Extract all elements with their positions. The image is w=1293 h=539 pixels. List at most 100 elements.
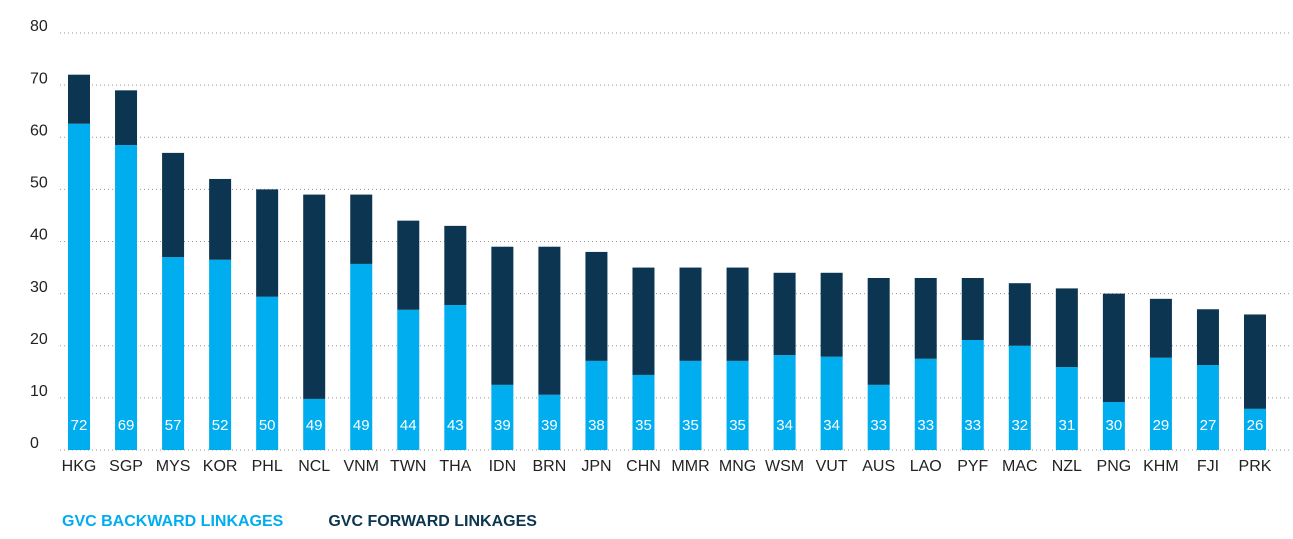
bar-segment bbox=[115, 90, 138, 146]
total-label: 35 bbox=[635, 417, 652, 434]
total-label: 38 bbox=[588, 417, 605, 434]
total-label: 30 bbox=[1106, 417, 1123, 434]
bar-segment bbox=[1102, 293, 1125, 403]
bar-segment bbox=[820, 272, 843, 357]
x-tick-label: KHM bbox=[1143, 458, 1179, 475]
bar-segment bbox=[679, 360, 702, 450]
bar-segment bbox=[867, 277, 890, 385]
bar-segment bbox=[914, 358, 937, 450]
y-tick-label: 30 bbox=[30, 279, 48, 296]
x-tick-label: BRN bbox=[533, 458, 567, 475]
x-tick-label: MNG bbox=[719, 458, 756, 475]
bar-segment bbox=[68, 74, 90, 124]
bar-segment bbox=[1244, 314, 1266, 409]
total-label: 50 bbox=[259, 417, 276, 434]
x-tick-label: CHN bbox=[626, 458, 661, 475]
bar-segment bbox=[115, 145, 138, 450]
x-tick-label: MAC bbox=[1002, 458, 1038, 475]
bar-segment bbox=[1196, 365, 1219, 450]
bar-segment bbox=[397, 220, 420, 310]
bar-segment bbox=[773, 355, 796, 450]
bar-segment bbox=[1055, 367, 1078, 450]
bar-segment bbox=[773, 272, 796, 356]
bar-segment bbox=[914, 277, 937, 359]
bar-segment bbox=[1008, 345, 1031, 450]
x-tick-label: THA bbox=[439, 458, 471, 475]
bar-segment bbox=[256, 296, 279, 450]
bar-segment bbox=[1008, 283, 1031, 346]
x-tick-label: HKG bbox=[62, 458, 97, 475]
total-label: 35 bbox=[729, 417, 746, 434]
x-tick-label: PRK bbox=[1239, 458, 1272, 475]
total-label: 33 bbox=[917, 417, 934, 434]
bar-segment bbox=[491, 246, 514, 385]
total-label: 34 bbox=[823, 417, 840, 434]
x-tick-label: VUT bbox=[816, 458, 848, 475]
x-tick-label: PHL bbox=[252, 458, 283, 475]
total-label: 44 bbox=[400, 417, 417, 434]
x-tick-label: AUS bbox=[862, 458, 895, 475]
bar-segment bbox=[1149, 298, 1172, 358]
bar-segment bbox=[1149, 357, 1172, 450]
y-tick-label: 0 bbox=[30, 435, 39, 452]
x-tick-label: MYS bbox=[156, 458, 191, 475]
x-tick-label: SGP bbox=[109, 458, 143, 475]
bar-segment bbox=[726, 267, 749, 361]
bar-segment bbox=[162, 152, 185, 258]
total-label: 43 bbox=[447, 417, 464, 434]
x-tick-label: JPN bbox=[581, 458, 611, 475]
bar-segment bbox=[350, 194, 373, 264]
total-label: 32 bbox=[1011, 417, 1028, 434]
bar-segment bbox=[256, 189, 279, 297]
y-tick-label: 60 bbox=[30, 122, 48, 139]
bar-segment bbox=[444, 305, 467, 450]
total-label: 31 bbox=[1058, 417, 1075, 434]
total-label: 35 bbox=[682, 417, 699, 434]
x-tick-label: KOR bbox=[203, 458, 238, 475]
total-label: 39 bbox=[494, 417, 511, 434]
total-label: 39 bbox=[541, 417, 558, 434]
bar-segment bbox=[679, 267, 702, 361]
bar-segment bbox=[1102, 402, 1125, 450]
y-tick-label: 40 bbox=[30, 227, 48, 244]
x-tick-label: PYF bbox=[957, 458, 988, 475]
y-tick-label: 20 bbox=[30, 331, 48, 348]
bar-segment bbox=[632, 267, 655, 375]
bar-segment bbox=[491, 384, 514, 450]
bar-segment bbox=[162, 257, 185, 450]
x-tick-label: FJI bbox=[1197, 458, 1219, 475]
bar-segment bbox=[209, 259, 232, 450]
y-tick-label: 10 bbox=[30, 383, 48, 400]
x-tick-label: PNG bbox=[1097, 458, 1132, 475]
bar-segment bbox=[538, 246, 561, 395]
bar-segment bbox=[1055, 288, 1078, 368]
bar-segment bbox=[209, 178, 232, 260]
total-label: 72 bbox=[71, 417, 88, 434]
bar-segment bbox=[1196, 309, 1219, 366]
total-label: 33 bbox=[870, 417, 887, 434]
x-tick-label: NCL bbox=[298, 458, 330, 475]
x-tick-label: WSM bbox=[765, 458, 804, 475]
y-tick-label: 70 bbox=[30, 70, 48, 87]
bar-segment bbox=[585, 251, 608, 361]
legend-entry: GVC FORWARD LINKAGES bbox=[328, 513, 537, 530]
bar-segment bbox=[538, 394, 561, 450]
x-tick-label: MMR bbox=[671, 458, 709, 475]
total-label: 27 bbox=[1200, 417, 1217, 434]
legend-entry: GVC BACKWARD LINKAGES bbox=[62, 513, 284, 530]
bar-segment bbox=[350, 263, 373, 450]
total-label: 49 bbox=[306, 417, 323, 434]
bar-segment bbox=[303, 194, 326, 399]
y-tick-label: 50 bbox=[30, 175, 48, 192]
x-tick-label: IDN bbox=[489, 458, 517, 475]
bar-segment bbox=[1244, 408, 1266, 450]
y-tick-label: 80 bbox=[30, 18, 48, 35]
total-label: 69 bbox=[118, 417, 135, 434]
total-label: 34 bbox=[776, 417, 793, 434]
bar-segment bbox=[961, 277, 984, 341]
bar-segment bbox=[961, 340, 984, 450]
total-label: 57 bbox=[165, 417, 182, 434]
x-tick-label: TWN bbox=[390, 458, 426, 475]
bar-segment bbox=[632, 374, 655, 450]
bar-segment bbox=[397, 309, 420, 450]
